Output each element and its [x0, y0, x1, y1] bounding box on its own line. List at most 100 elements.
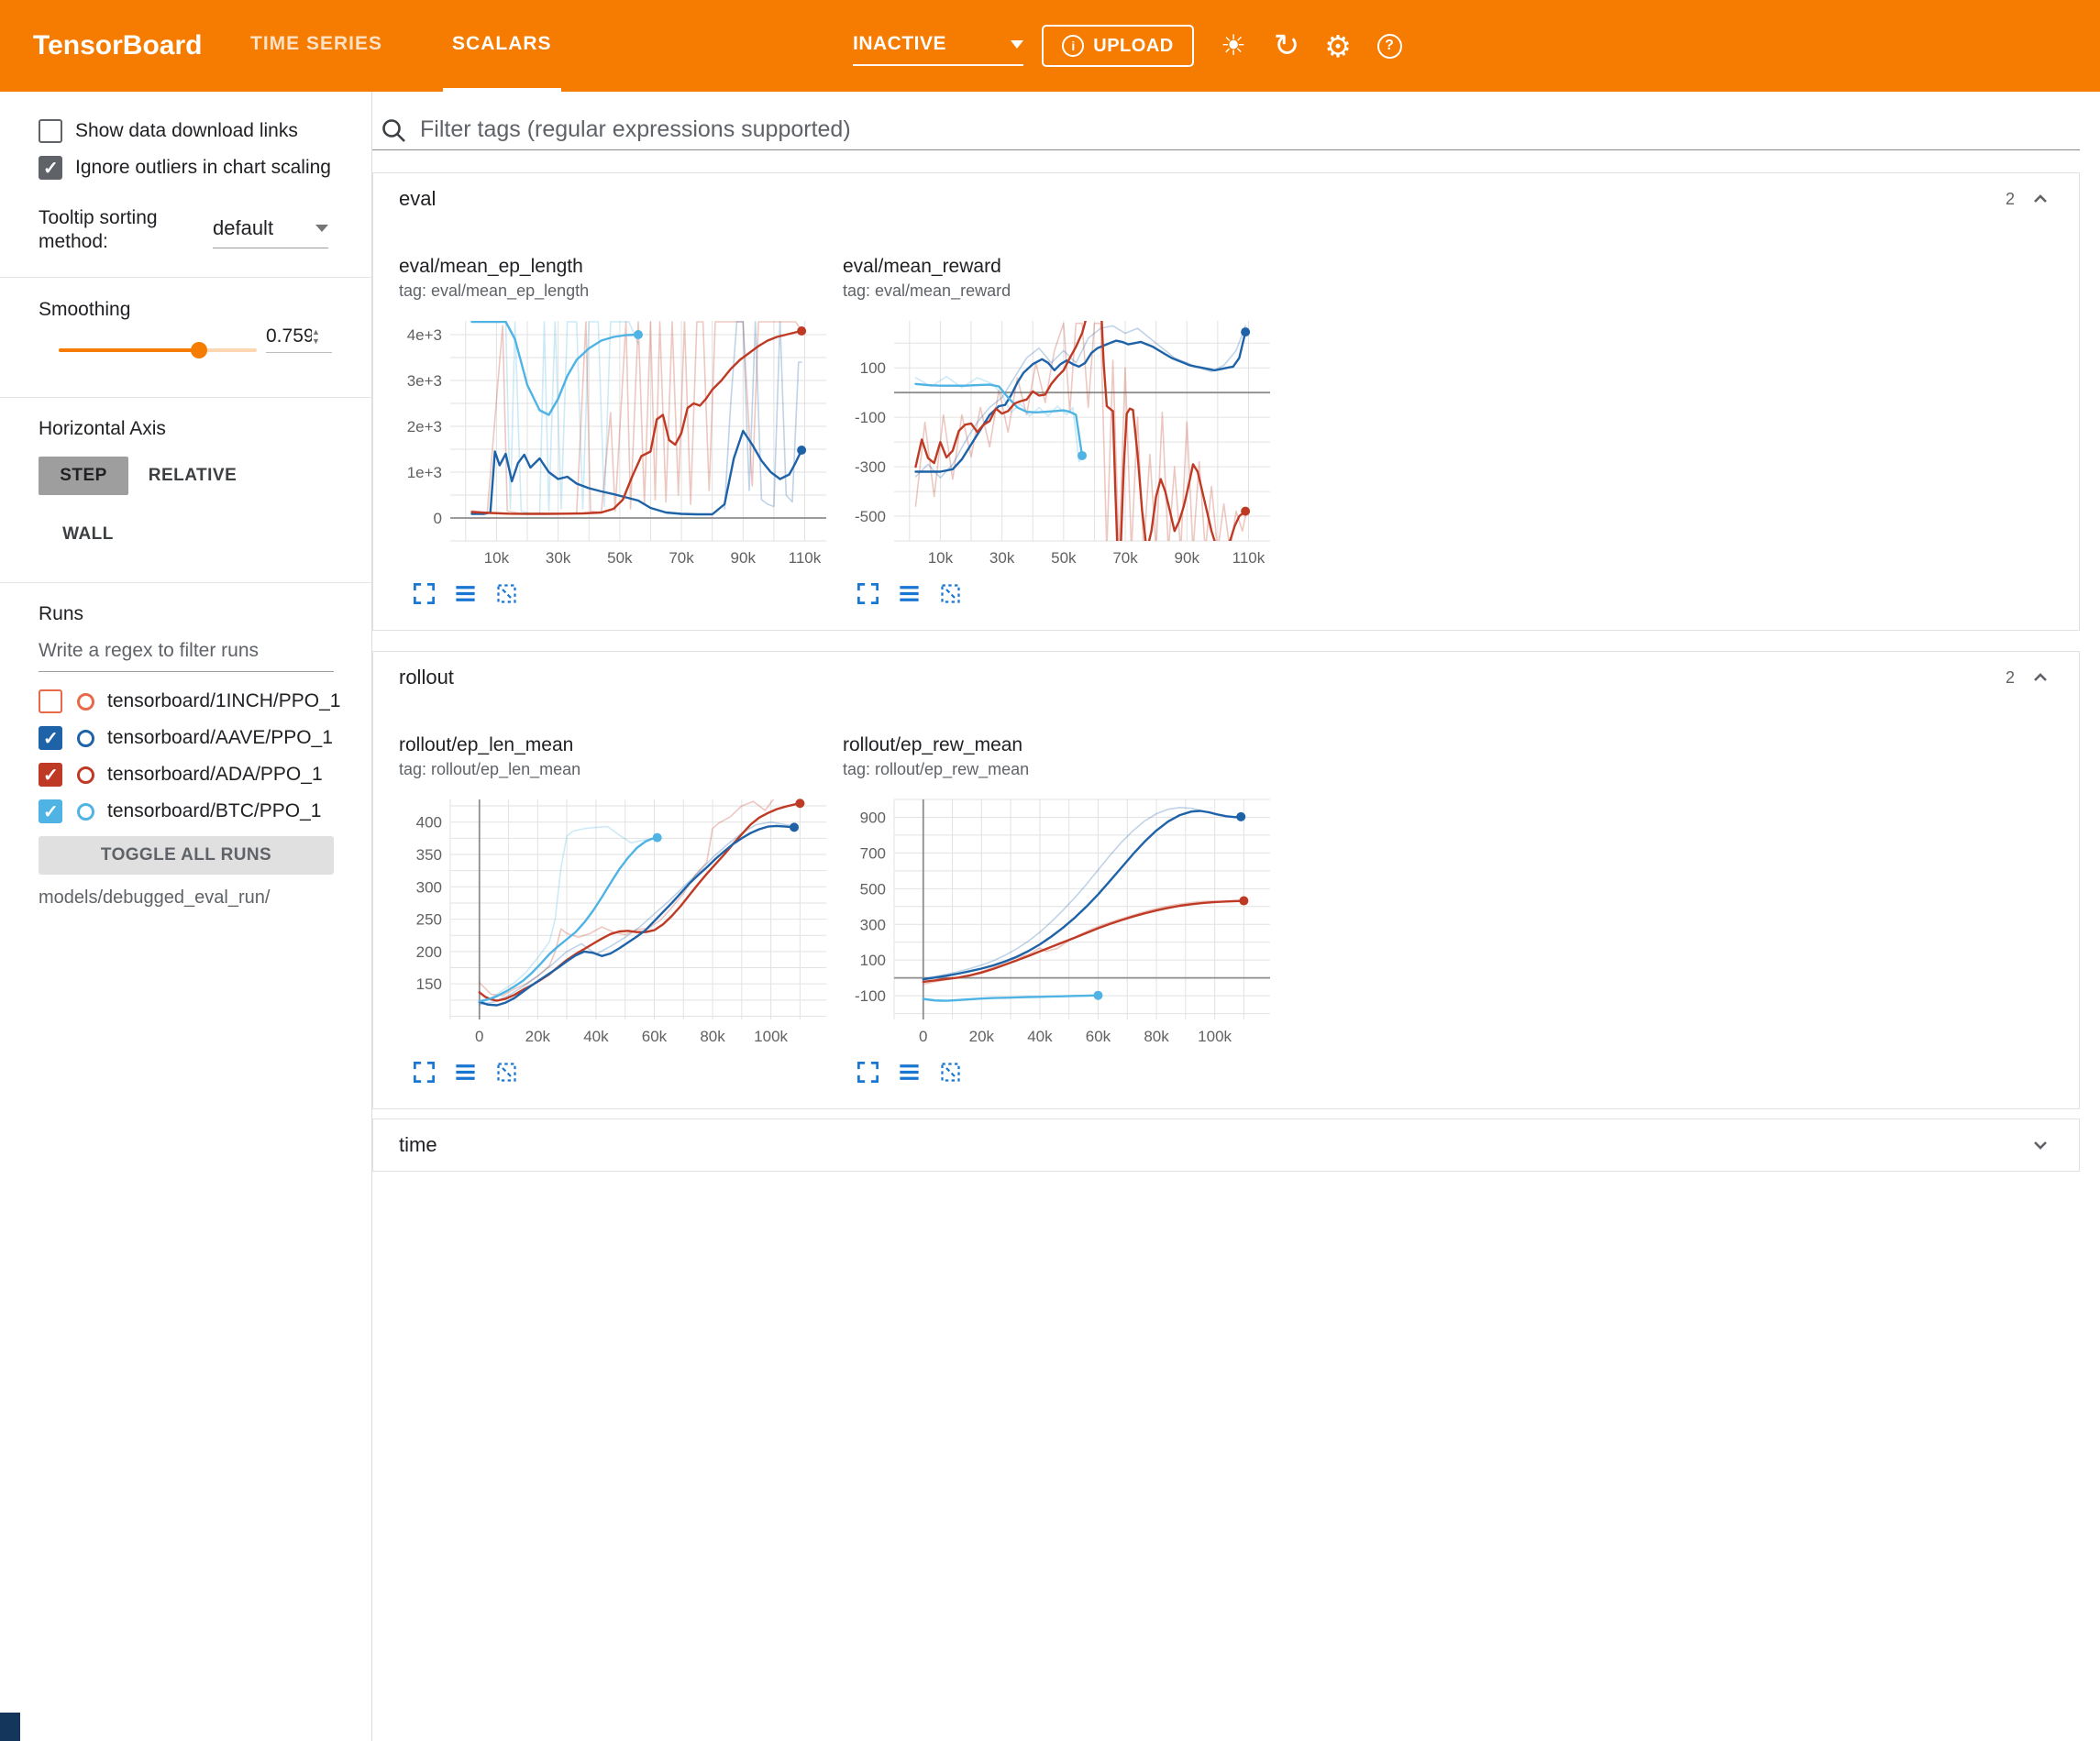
tooltip-sorting-select[interactable]: default: [213, 216, 328, 248]
run-checkbox[interactable]: [39, 689, 62, 713]
line-chart-plot[interactable]: 0 20k 40k 60k 80k 100k -100 100 300 500 700 900: [843, 792, 1274, 1052]
fit-domain-icon[interactable]: [938, 581, 963, 606]
chart-toolbar: [843, 1060, 1274, 1085]
svg-text:100: 100: [860, 952, 886, 969]
section-title: eval: [399, 187, 437, 210]
line-chart-plot[interactable]: 10k 30k 50k 70k 90k 110k 0 1e+3 2e+3 3e+3 4e+3: [399, 314, 830, 574]
run-name-label: tensorboard/1INCH/PPO_1: [107, 690, 341, 711]
smoothing-value-input[interactable]: [266, 325, 312, 347]
smoothing-slider-handle[interactable]: [191, 342, 208, 358]
help-icon[interactable]: ?: [1368, 0, 1410, 92]
app-title[interactable]: TensorBoard: [33, 30, 203, 61]
smoothing-value-box: ▲▼: [266, 325, 332, 353]
svg-text:-500: -500: [855, 508, 886, 525]
top-nav-tabs: TIME SERIES SCALARS: [241, 0, 561, 92]
log-scale-icon[interactable]: [897, 1060, 922, 1085]
svg-text:150: 150: [416, 975, 442, 993]
section-card-eval: eval 2 eval/mean_ep_length tag: eval/mea…: [372, 172, 2080, 631]
show-download-links-checkbox[interactable]: [39, 119, 62, 143]
chart-toolbar: [399, 1060, 830, 1085]
line-chart-plot[interactable]: 0 20k 40k 60k 80k 100k 150 200 250 300 350 400: [399, 792, 830, 1052]
stepper-down-icon[interactable]: ▼: [312, 336, 320, 346]
tab-time-series[interactable]: TIME SERIES: [250, 33, 383, 54]
svg-text:900: 900: [860, 809, 886, 826]
chart-toolbar: [399, 581, 830, 606]
log-scale-icon[interactable]: [453, 581, 478, 606]
upload-button[interactable]: i UPLOAD: [1042, 25, 1194, 67]
svg-text:100k: 100k: [1198, 1028, 1232, 1045]
fit-domain-icon[interactable]: [938, 1060, 963, 1085]
fit-domain-icon[interactable]: [494, 1060, 519, 1085]
log-scale-icon[interactable]: [453, 1060, 478, 1085]
runs-base-path: models/debugged_eval_run/: [39, 887, 271, 908]
svg-text:200: 200: [416, 943, 442, 961]
svg-text:40k: 40k: [583, 1028, 609, 1045]
expand-chart-icon[interactable]: [412, 581, 437, 606]
svg-text:100: 100: [860, 359, 886, 377]
expand-chart-icon[interactable]: [856, 1060, 880, 1085]
section-title: rollout: [399, 666, 454, 689]
app-header: TensorBoard TIME SERIES SCALARS INACTIVE…: [0, 0, 2100, 92]
run-checkbox[interactable]: [39, 799, 62, 823]
refresh-icon[interactable]: ↻: [1273, 28, 1300, 63]
expand-chart-icon[interactable]: [412, 1060, 437, 1085]
run-checkbox[interactable]: [39, 726, 62, 750]
runs-filter-input[interactable]: [39, 640, 334, 662]
show-download-links-label: Show data download links: [75, 120, 298, 141]
chart-toolbar: [843, 581, 1274, 606]
svg-text:250: 250: [416, 911, 442, 929]
tab-scalars[interactable]: SCALARS: [443, 0, 561, 92]
collapse-chevron-up-icon[interactable]: [2029, 188, 2051, 210]
section-header-time[interactable]: time: [373, 1119, 2079, 1171]
axis-button-wall[interactable]: WALL: [62, 524, 114, 544]
run-checkbox[interactable]: [39, 763, 62, 787]
smoothing-stepper[interactable]: ▲ ▼: [312, 326, 320, 346]
brightness-icon[interactable]: ☀: [1221, 29, 1246, 61]
chart-panel: rollout/ep_rew_mean tag: rollout/ep_rew_…: [843, 734, 1274, 1085]
smoothing-slider[interactable]: [59, 342, 257, 358]
svg-text:60k: 60k: [1086, 1028, 1111, 1045]
toggle-all-runs-button[interactable]: TOGGLE ALL RUNS: [39, 836, 334, 875]
smoothing-slider-fill: [59, 348, 200, 352]
axis-button-step[interactable]: STEP: [39, 457, 128, 495]
section-header-eval[interactable]: eval 2: [373, 173, 2079, 225]
line-chart-plot[interactable]: 10k 30k 50k 70k 90k 110k -500 -300 -100 100: [843, 314, 1274, 574]
chart-panel: eval/mean_ep_length tag: eval/mean_ep_le…: [399, 256, 830, 606]
run-row[interactable]: tensorboard/BTC/PPO_1: [39, 793, 321, 830]
runs-filter-field: [39, 640, 334, 672]
svg-text:50k: 50k: [607, 549, 633, 567]
svg-text:70k: 70k: [1112, 549, 1138, 567]
section-count-badge: 2: [2005, 667, 2015, 687]
chart-tag: tag: eval/mean_reward: [843, 281, 1011, 300]
collapse-chevron-up-icon[interactable]: [2029, 667, 2051, 689]
run-name-label: tensorboard/BTC/PPO_1: [107, 800, 322, 821]
section-header-rollout[interactable]: rollout 2: [373, 652, 2079, 703]
expand-chart-icon[interactable]: [856, 581, 880, 606]
stepper-up-icon[interactable]: ▲: [312, 326, 320, 336]
svg-text:50k: 50k: [1051, 549, 1077, 567]
runs-section-label: Runs: [39, 603, 84, 624]
chevron-down-icon: [1011, 39, 1023, 49]
fit-domain-icon[interactable]: [494, 581, 519, 606]
run-row[interactable]: tensorboard/ADA/PPO_1: [39, 756, 323, 793]
svg-text:90k: 90k: [731, 549, 757, 567]
chart-title: eval/mean_ep_length: [399, 256, 583, 277]
ignore-outliers-checkbox[interactable]: [39, 156, 62, 180]
log-scale-icon[interactable]: [897, 581, 922, 606]
chevron-down-icon: [315, 225, 328, 232]
section-card-rollout: rollout 2 rollout/ep_len_mean tag: rollo…: [372, 651, 2080, 1109]
horizontal-axis-label: Horizontal Axis: [39, 418, 166, 439]
svg-text:0: 0: [434, 510, 442, 527]
run-color-swatch: [77, 729, 94, 747]
svg-text:100k: 100k: [754, 1028, 788, 1045]
svg-text:300: 300: [416, 878, 442, 896]
run-row[interactable]: tensorboard/AAVE/PPO_1: [39, 720, 333, 756]
tooltip-sorting-label: Tooltip sorting method:: [39, 207, 158, 252]
axis-button-relative[interactable]: RELATIVE: [148, 466, 238, 485]
status-dropdown[interactable]: INACTIVE: [853, 24, 1023, 66]
run-color-swatch: [77, 692, 94, 711]
settings-gear-icon[interactable]: ⚙: [1324, 28, 1352, 63]
expand-chevron-down-icon[interactable]: [2029, 1134, 2051, 1156]
filter-tags-input[interactable]: [420, 116, 2080, 143]
run-row[interactable]: tensorboard/1INCH/PPO_1: [39, 683, 340, 720]
